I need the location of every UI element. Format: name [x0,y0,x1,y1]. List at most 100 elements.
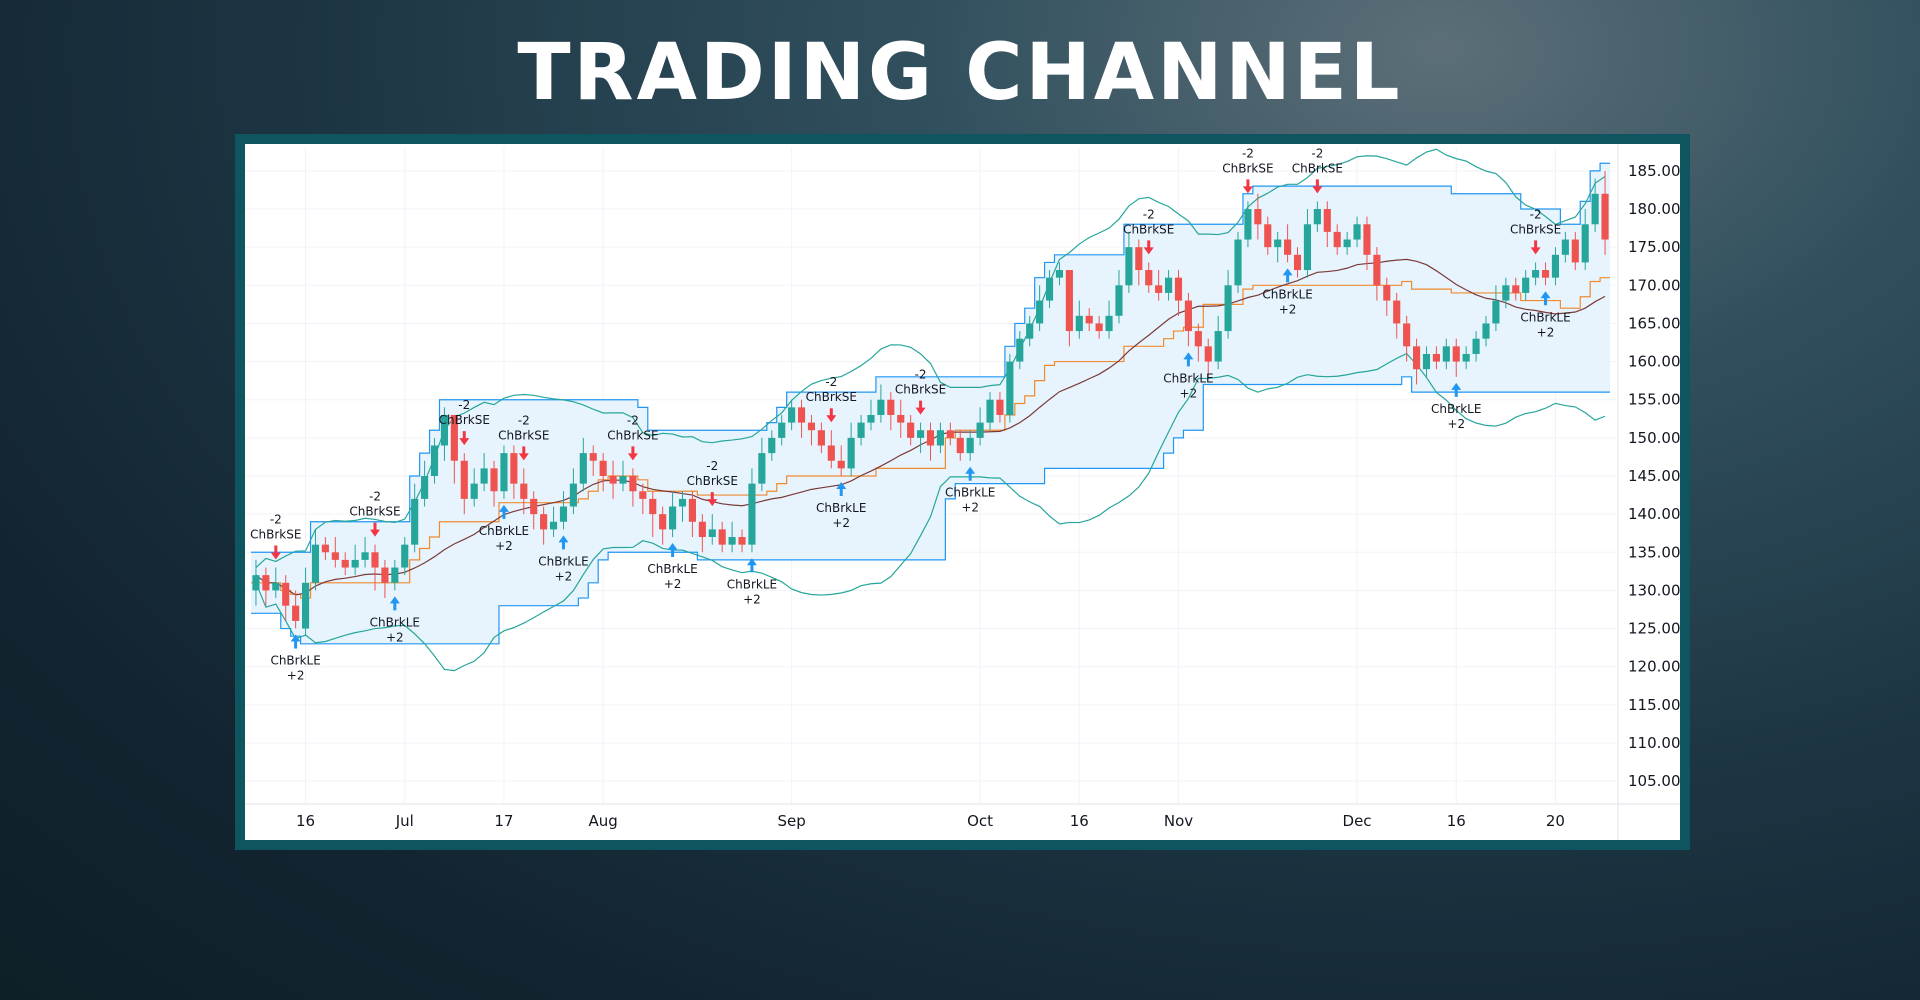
candle-body[interactable] [1214,331,1222,362]
candle-body[interactable] [1373,254,1381,286]
candle-body[interactable] [768,437,776,454]
candle-body[interactable] [1412,346,1421,370]
candle-body[interactable] [1512,285,1520,293]
candle-body[interactable] [272,582,280,591]
candle-body[interactable] [1343,239,1351,248]
candle-body[interactable] [569,483,577,507]
candle-body[interactable] [1492,300,1500,324]
candle-body[interactable] [1462,353,1470,362]
candle-body[interactable] [1601,193,1609,240]
candle-body[interactable] [1393,300,1401,324]
candle-body[interactable] [1422,353,1431,370]
candle-body[interactable] [847,437,855,469]
candle-body[interactable] [778,422,786,438]
candle-body[interactable] [758,453,766,484]
candle-body[interactable] [1333,231,1341,248]
candle-body[interactable] [262,575,270,591]
candle-body[interactable] [1353,224,1361,240]
candle-body[interactable] [817,430,825,446]
candle-body[interactable] [649,498,657,515]
candle-body[interactable] [1284,239,1292,255]
candle-body[interactable] [807,422,816,431]
candle-body[interactable] [500,453,508,492]
candle-body[interactable] [986,399,994,423]
candle-body[interactable] [1045,277,1054,301]
candle-body[interactable] [589,453,597,461]
candle-body[interactable] [1194,331,1202,347]
candle-body[interactable] [797,407,806,423]
candle-body[interactable] [579,453,587,484]
candle-body[interactable] [1254,209,1262,225]
candle-body[interactable] [450,414,458,461]
candle-body[interactable] [1532,270,1540,278]
candle-body[interactable] [917,430,925,438]
candle-body[interactable] [490,468,498,492]
candle-body[interactable] [688,498,696,522]
candle-body[interactable] [292,605,300,621]
candle-body[interactable] [728,537,736,545]
candle-body[interactable] [1135,247,1143,271]
candle-body[interactable] [1095,323,1103,332]
candle-body[interactable] [1551,254,1560,278]
candle-body[interactable] [936,430,944,446]
candle-body[interactable] [639,491,647,499]
candle-body[interactable] [252,575,260,591]
candle-body[interactable] [996,399,1004,415]
candle-body[interactable] [510,453,518,484]
candle-body[interactable] [946,430,954,438]
trading-channel-chart[interactable]: 105.00 110.00 115.00 120.00 125.00 130.00 135.… [245,144,1680,840]
candle-body[interactable] [1065,270,1073,332]
candle-body[interactable] [361,552,369,560]
candle-body[interactable] [351,559,359,568]
candle-body[interactable] [549,521,558,530]
candle-body[interactable] [956,437,964,454]
candle-body[interactable] [559,506,568,522]
candle-body[interactable] [341,559,349,568]
candle-body[interactable] [1502,285,1510,301]
candle-body[interactable] [1165,277,1173,293]
candle-body[interactable] [1482,323,1490,339]
candle-body[interactable] [1244,209,1252,240]
candle-body[interactable] [609,476,617,484]
candle-body[interactable] [1383,285,1391,301]
candle-body[interactable] [659,514,667,530]
candle-body[interactable] [698,521,706,538]
candle-body[interactable] [1105,315,1113,332]
candle-body[interactable] [1155,285,1163,293]
candle-body[interactable] [460,460,468,499]
candle-body[interactable] [897,414,905,423]
candle-body[interactable] [599,460,607,476]
chart-panel[interactable]: 105.00 110.00 115.00 120.00 125.00 130.00 135.… [245,144,1680,840]
candle-body[interactable] [1541,270,1550,278]
candle-body[interactable] [540,514,548,530]
candle-body[interactable] [282,582,290,606]
candle-body[interactable] [1561,239,1569,255]
candle-body[interactable] [748,483,756,545]
candle-body[interactable] [1293,254,1302,271]
candle-body[interactable] [1125,247,1133,286]
candle-body[interactable] [857,422,865,438]
candle-body[interactable] [1006,361,1014,415]
candle-body[interactable] [381,567,389,583]
candle-body[interactable] [837,460,845,469]
candle-body[interactable] [321,544,329,553]
candle-body[interactable] [966,437,974,454]
candle-body[interactable] [1224,285,1232,332]
candle-body[interactable] [1016,338,1024,362]
candle-body[interactable] [371,552,379,568]
candle-body[interactable] [421,476,429,499]
candle-body[interactable] [738,537,746,545]
candle-body[interactable] [1432,353,1440,362]
candle-body[interactable] [1174,277,1183,301]
candle-body[interactable] [629,476,637,492]
candle-body[interactable] [1591,193,1599,225]
candle-body[interactable] [976,422,984,438]
candle-body[interactable] [619,476,627,484]
candle-body[interactable] [1442,346,1450,362]
candle-body[interactable] [1115,285,1123,316]
candle-body[interactable] [678,498,687,507]
candle-body[interactable] [1323,209,1331,232]
candle-body[interactable] [1184,300,1192,332]
candle-body[interactable] [401,544,409,568]
candle-body[interactable] [907,422,915,438]
